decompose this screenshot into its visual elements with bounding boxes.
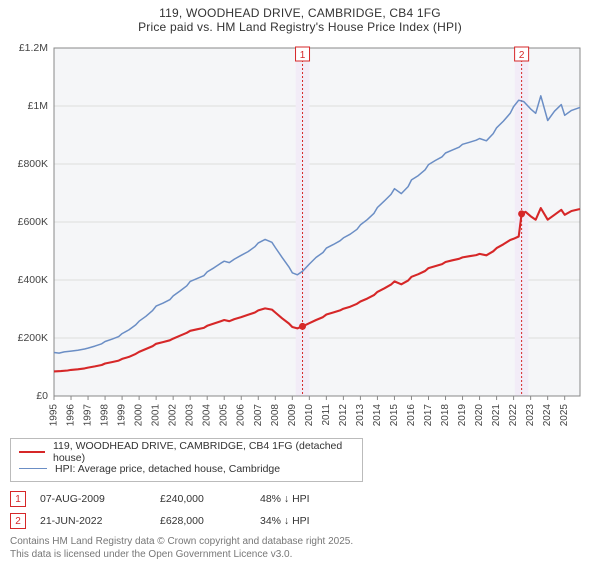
annotation-table: 1 07-AUG-2009£240,00048% ↓ HPI 2 21-JUN-202…: [10, 490, 590, 530]
chart: £0 £200K £400K £600K £800K £1M £1.2M 1995 1996 19…: [10, 36, 588, 432]
svg-text:£400K: £400K: [18, 274, 48, 286]
svg-text:2002: 2002: [168, 404, 179, 427]
legend-label: HPI: Average price, detached house, Camb…: [55, 463, 280, 475]
svg-text:2018: 2018: [440, 404, 451, 427]
line-chart-svg: £0 £200K £400K £600K £800K £1M £1.2M 1995 1996 19…: [10, 36, 588, 432]
svg-text:2016: 2016: [406, 404, 417, 427]
svg-text:1997: 1997: [83, 404, 94, 427]
svg-text:2009: 2009: [287, 404, 298, 427]
svg-text:2023: 2023: [525, 404, 536, 427]
legend-swatch: [19, 451, 45, 453]
svg-text:2006: 2006: [236, 404, 247, 427]
footer-line-2: This data is licensed under the Open Gov…: [10, 549, 590, 562]
svg-text:£1M: £1M: [28, 100, 48, 112]
svg-text:2021: 2021: [491, 404, 502, 427]
annotation-price: £240,000: [160, 493, 260, 505]
svg-text:£200K: £200K: [18, 332, 48, 344]
svg-text:1998: 1998: [100, 404, 111, 427]
legend-label: 119, WOODHEAD DRIVE, CAMBRIDGE, CB4 1FG …: [53, 440, 354, 464]
svg-text:2019: 2019: [457, 404, 468, 427]
svg-text:2001: 2001: [151, 404, 162, 427]
annotation-pct: 34% ↓ HPI: [260, 515, 350, 527]
annotation-number: 2: [10, 513, 26, 529]
annotation-row: 2 21-JUN-2022£628,00034% ↓ HPI: [10, 512, 590, 530]
annotation-date: 07-AUG-2009: [40, 493, 160, 505]
title-line-2: Price paid vs. HM Land Registry's House …: [10, 20, 590, 34]
svg-text:2003: 2003: [185, 404, 196, 427]
svg-text:1999: 1999: [117, 404, 128, 427]
svg-text:2: 2: [519, 50, 525, 61]
svg-text:2025: 2025: [559, 404, 570, 427]
svg-text:2000: 2000: [134, 404, 145, 427]
title-line-1: 119, WOODHEAD DRIVE, CAMBRIDGE, CB4 1FG: [10, 6, 590, 20]
svg-text:2015: 2015: [389, 404, 400, 427]
svg-text:2020: 2020: [474, 404, 485, 427]
svg-text:2004: 2004: [202, 404, 213, 427]
svg-text:2022: 2022: [508, 404, 519, 427]
svg-text:1996: 1996: [66, 404, 77, 427]
svg-text:£0: £0: [36, 390, 48, 402]
svg-text:2007: 2007: [253, 404, 264, 427]
legend-swatch: [19, 468, 47, 469]
svg-text:2005: 2005: [219, 404, 230, 427]
annotation-date: 21-JUN-2022: [40, 515, 160, 527]
svg-text:2024: 2024: [542, 404, 553, 427]
page-container: 119, WOODHEAD DRIVE, CAMBRIDGE, CB4 1FG …: [0, 0, 600, 560]
annotation-row: 1 07-AUG-2009£240,00048% ↓ HPI: [10, 490, 590, 508]
svg-text:2012: 2012: [338, 404, 349, 427]
footer-line-1: Contains HM Land Registry data © Crown c…: [10, 536, 590, 549]
svg-text:2017: 2017: [423, 404, 434, 427]
svg-text:1995: 1995: [49, 404, 60, 427]
annotation-number: 1: [10, 491, 26, 507]
svg-text:2011: 2011: [321, 404, 332, 426]
svg-text:£800K: £800K: [18, 158, 48, 170]
inner-wrap: 119, WOODHEAD DRIVE, CAMBRIDGE, CB4 1FG …: [0, 0, 600, 565]
svg-text:£1.2M: £1.2M: [19, 42, 48, 54]
legend-row: 119, WOODHEAD DRIVE, CAMBRIDGE, CB4 1FG …: [19, 443, 354, 460]
annotation-price: £628,000: [160, 515, 260, 527]
svg-text:1: 1: [300, 50, 306, 61]
svg-text:£600K: £600K: [18, 216, 48, 228]
svg-text:2013: 2013: [355, 404, 366, 427]
legend: 119, WOODHEAD DRIVE, CAMBRIDGE, CB4 1FG …: [10, 438, 363, 482]
annotation-pct: 48% ↓ HPI: [260, 493, 350, 505]
svg-text:2010: 2010: [304, 404, 315, 427]
attribution-footer: Contains HM Land Registry data © Crown c…: [10, 536, 590, 561]
svg-text:2014: 2014: [372, 404, 383, 427]
svg-text:2008: 2008: [270, 404, 281, 427]
